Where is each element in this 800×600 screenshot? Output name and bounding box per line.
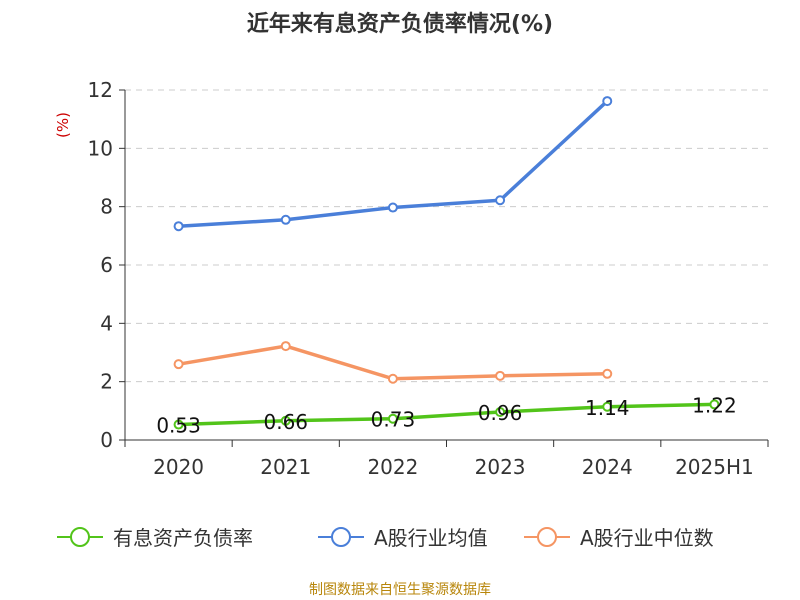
x-tick-label: 2024 bbox=[582, 455, 633, 479]
data-point bbox=[495, 407, 506, 417]
axes: 0 2 4 6 8 10 12 2020 2021 2022 2023 2024 2025H1 (%) bbox=[54, 78, 769, 479]
legend-marker-1 bbox=[331, 527, 351, 547]
data-point bbox=[709, 399, 720, 410]
data-labels: 0.53 0.66 0.73 0.96 1.14 1.22 bbox=[156, 393, 736, 437]
data-point bbox=[173, 221, 184, 232]
data-point bbox=[173, 419, 184, 430]
y-tick-label: 2 bbox=[100, 370, 113, 394]
data-point bbox=[280, 341, 291, 352]
chart-title: 近年来有息资产负债率情况(%) bbox=[246, 12, 554, 37]
y-tick-label: 10 bbox=[88, 136, 113, 160]
data-point bbox=[387, 413, 398, 424]
x-tick-label: 2025H1 bbox=[675, 455, 754, 479]
data-point bbox=[495, 370, 506, 381]
legend: 有息资产负债率 A股行业均值 A股行业中位数 bbox=[57, 526, 714, 550]
y-tick-label: 6 bbox=[100, 253, 113, 277]
data-point bbox=[602, 401, 613, 412]
data-point bbox=[387, 202, 398, 213]
x-tick-label: 2023 bbox=[475, 455, 526, 479]
y-tick-label: 4 bbox=[100, 311, 113, 335]
y-axis-label: (%) bbox=[54, 112, 72, 138]
legend-label-2: A股行业中位数 bbox=[580, 526, 714, 550]
legend-marker-0 bbox=[70, 527, 90, 547]
data-label: 0.53 bbox=[156, 414, 201, 438]
gridlines bbox=[125, 89, 768, 383]
data-label: 0.96 bbox=[478, 401, 523, 425]
data-point bbox=[280, 415, 291, 426]
data-label: 1.22 bbox=[692, 393, 737, 417]
y-tick-label: 0 bbox=[100, 428, 113, 452]
series-line-0 bbox=[178, 402, 715, 427]
y-tick-label: 12 bbox=[88, 78, 113, 102]
data-label: 0.73 bbox=[371, 408, 416, 432]
data-point bbox=[602, 96, 613, 107]
legend-label-0: 有息资产负债率 bbox=[113, 526, 253, 550]
x-tick-label: 2022 bbox=[367, 455, 418, 479]
data-point bbox=[387, 373, 398, 384]
y-tick-label: 8 bbox=[100, 195, 113, 219]
data-point bbox=[280, 214, 291, 225]
x-tick-label: 2020 bbox=[153, 455, 204, 479]
x-tick-label: 2021 bbox=[260, 455, 311, 479]
series-lines bbox=[173, 96, 720, 430]
data-label: 1.14 bbox=[585, 396, 630, 420]
source-note: 制图数据来自恒生聚源数据库 bbox=[309, 582, 491, 598]
data-point bbox=[602, 368, 613, 379]
legend-label-1: A股行业均值 bbox=[374, 526, 488, 550]
legend-marker-2 bbox=[537, 527, 557, 547]
data-point bbox=[173, 359, 184, 370]
data-point bbox=[495, 195, 506, 206]
data-label: 0.66 bbox=[263, 410, 308, 434]
